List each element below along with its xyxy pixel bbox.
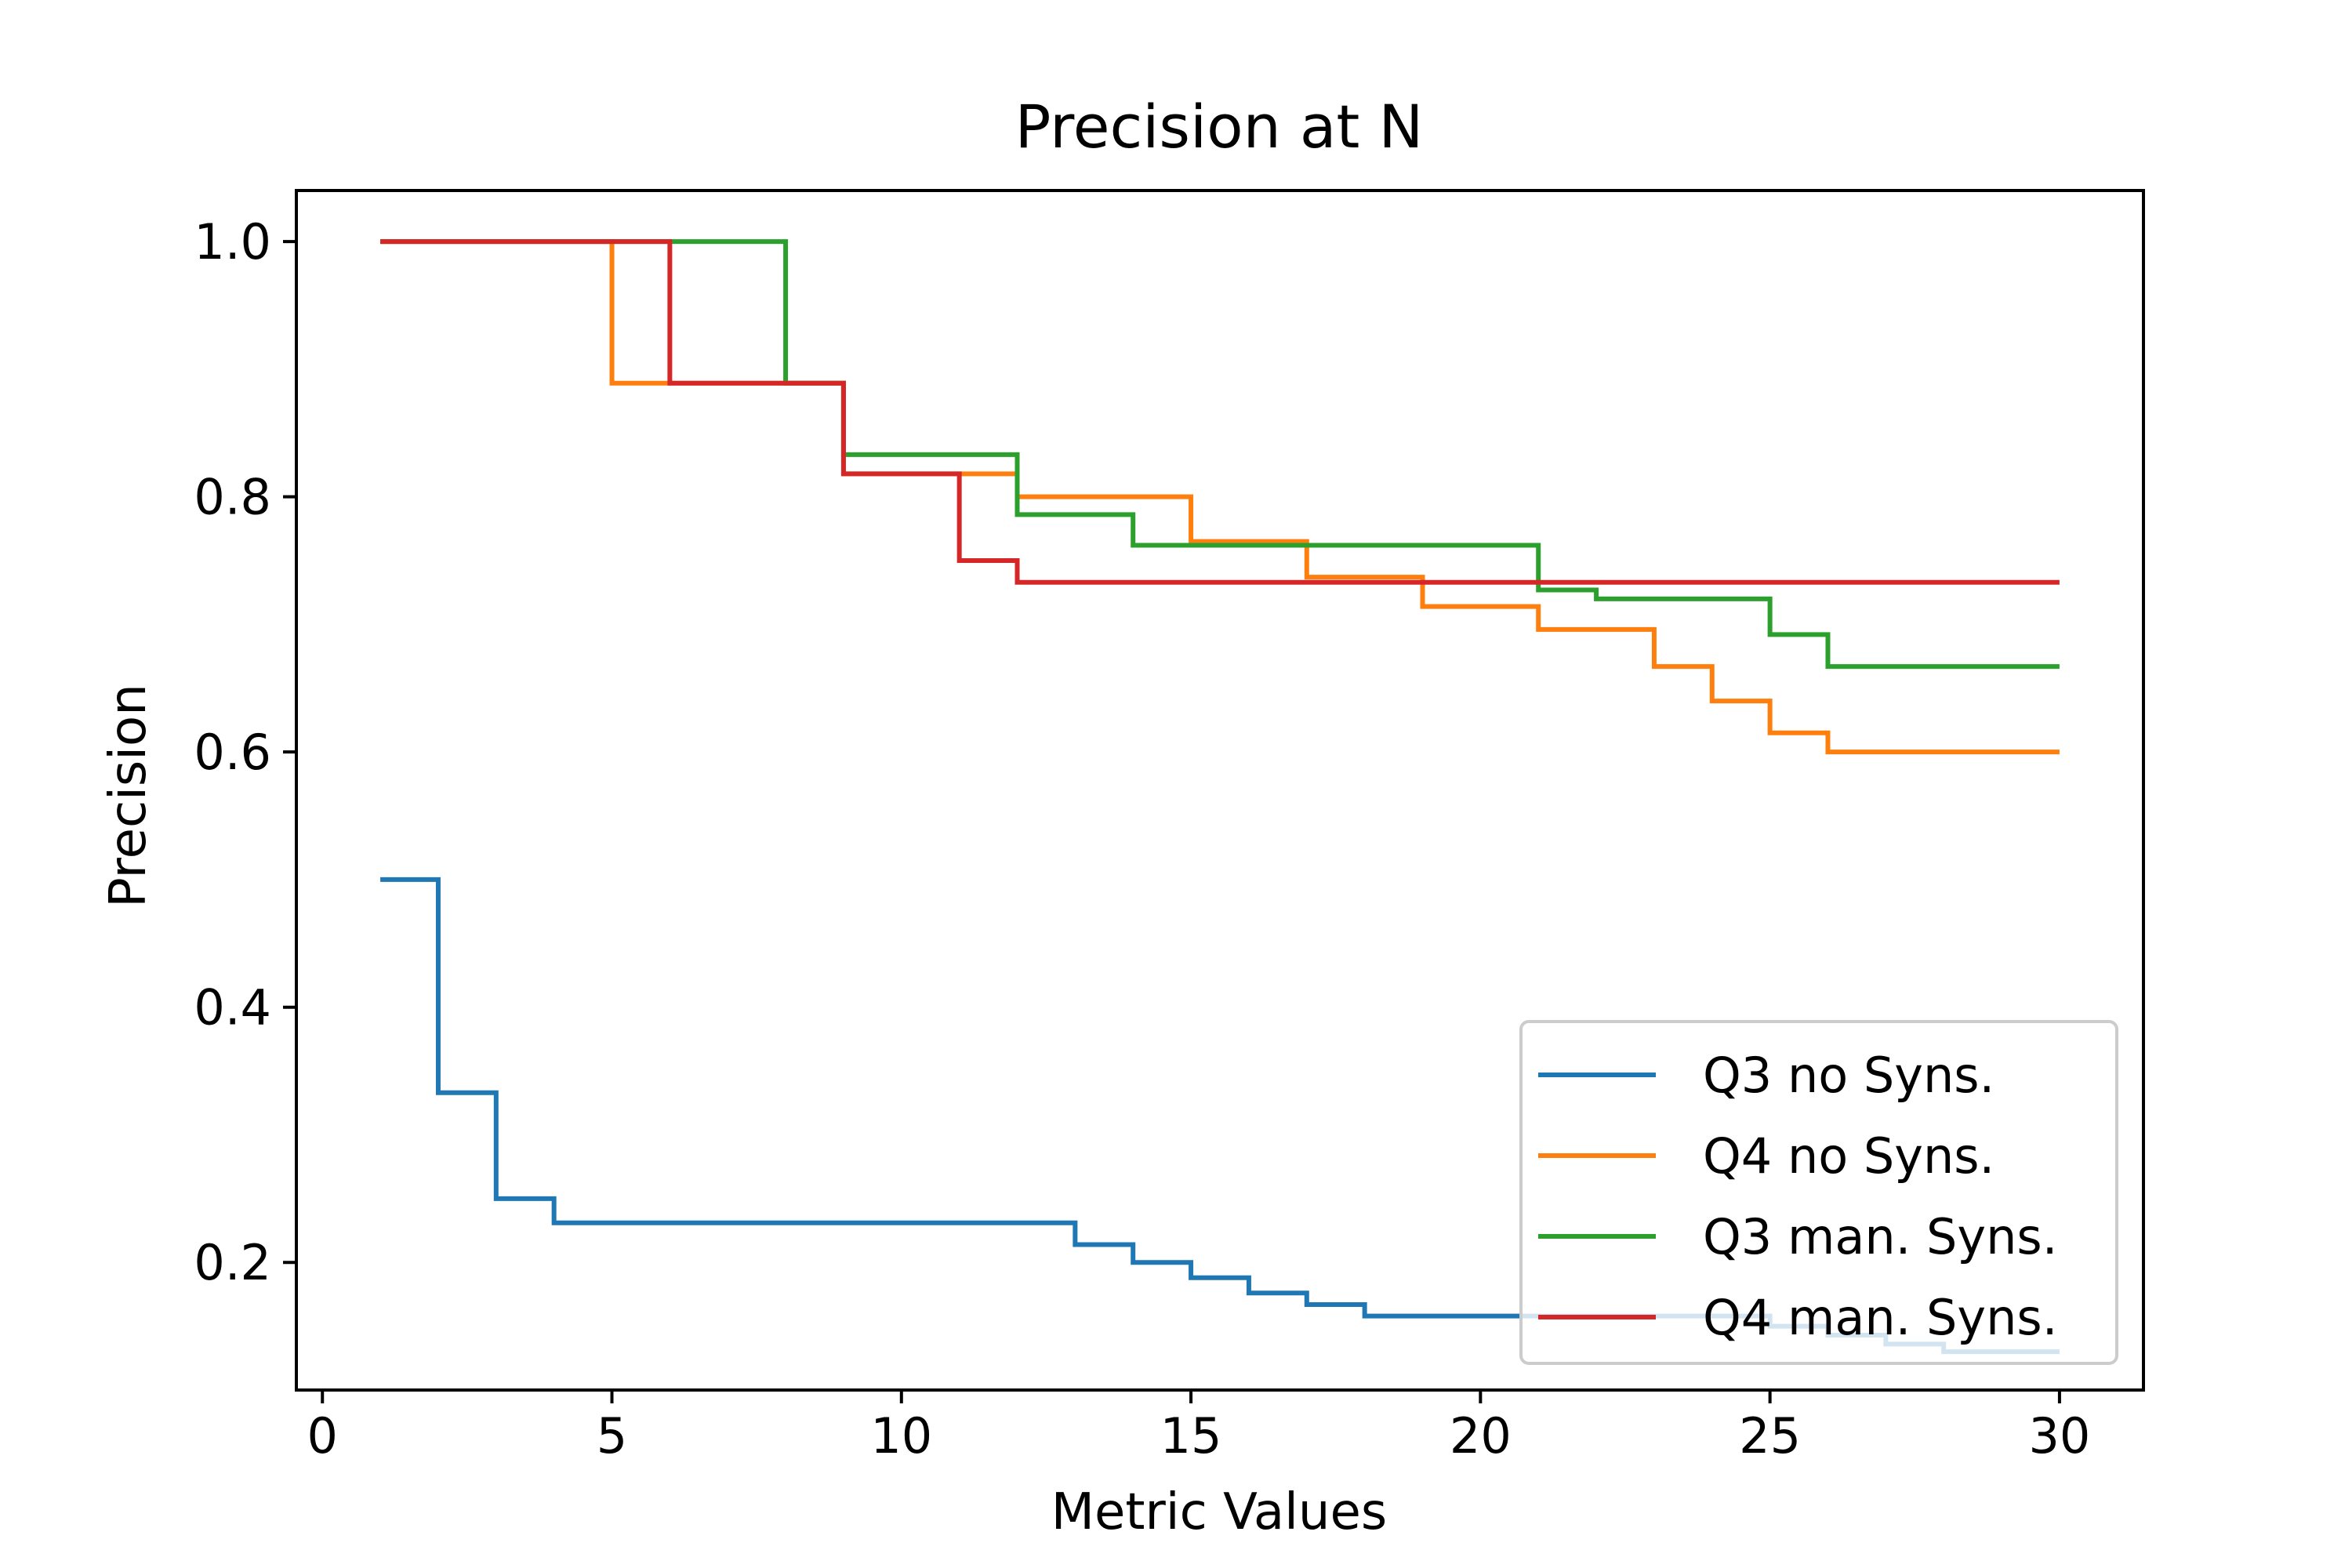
legend-label: Q4 no Syns. (1703, 1127, 1994, 1185)
x-tick-label: 10 (870, 1407, 932, 1465)
y-tick-label: 0.4 (194, 979, 271, 1036)
legend-label: Q3 man. Syns. (1703, 1208, 2057, 1265)
x-tick-label: 5 (597, 1407, 627, 1465)
x-axis-label: Metric Values (1051, 1483, 1387, 1541)
chart-title: Precision at N (1015, 92, 1424, 162)
x-tick-label: 25 (1739, 1407, 1801, 1465)
x-tick-label: 15 (1160, 1407, 1222, 1465)
y-tick-label: 0.8 (194, 469, 271, 526)
x-tick-label: 20 (1450, 1407, 1512, 1465)
y-tick-label: 1.0 (194, 213, 271, 270)
legend-label: Q4 man. Syns. (1703, 1289, 2057, 1346)
x-tick-label: 30 (2028, 1407, 2090, 1465)
y-axis-label: Precision (100, 684, 158, 908)
legend: Q3 no Syns. Q4 no Syns. Q3 man. Syns. Q4 ma… (1519, 1020, 2118, 1365)
y-tick-label: 0.6 (194, 724, 271, 781)
series-line-q3-man-syns (380, 239, 2060, 670)
plot-frame (295, 189, 2145, 1392)
plot-area: 0 5 10 15 20 25 30 0.2 0.4 0.6 0.8 1.0 Q3 no Syns. Q4… (194, 189, 2145, 1465)
x-tick-label: 0 (307, 1407, 338, 1465)
legend-label: Q3 no Syns. (1703, 1047, 1994, 1104)
series-line-q4-man-syns (380, 239, 2060, 585)
y-tick-label: 0.2 (194, 1234, 271, 1291)
legend-box (1519, 1020, 2118, 1365)
